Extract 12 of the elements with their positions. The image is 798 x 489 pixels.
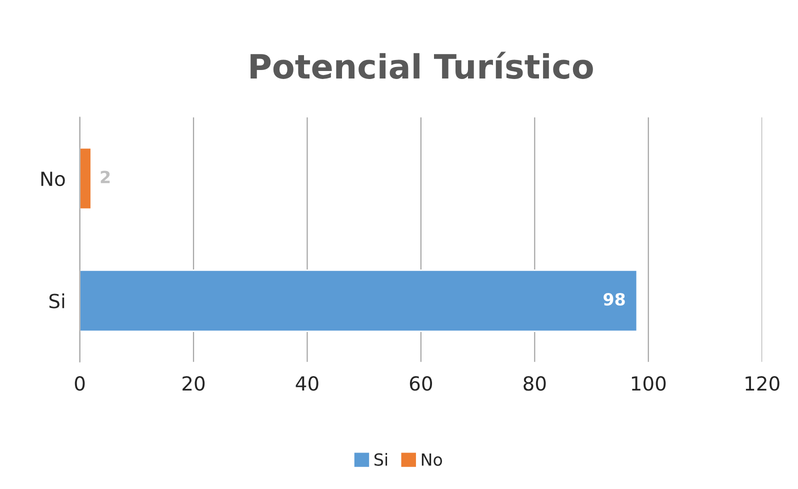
data-label: 98 [604, 292, 625, 306]
x-tick-label: 0 [74, 376, 85, 391]
x-tick-label: 60 [410, 376, 432, 391]
x-tick-label: 100 [632, 376, 666, 391]
x-tick-label: 80 [524, 376, 546, 391]
data-label: 2 [100, 170, 110, 184]
chart-title: Potencial Turístico [250, 52, 593, 79]
x-tick-label: 40 [296, 376, 318, 391]
x-tick-label: 20 [182, 376, 205, 391]
legend-label: No [422, 453, 442, 466]
legend-label: Si [374, 452, 388, 466]
x-tick-label: 120 [746, 376, 780, 391]
